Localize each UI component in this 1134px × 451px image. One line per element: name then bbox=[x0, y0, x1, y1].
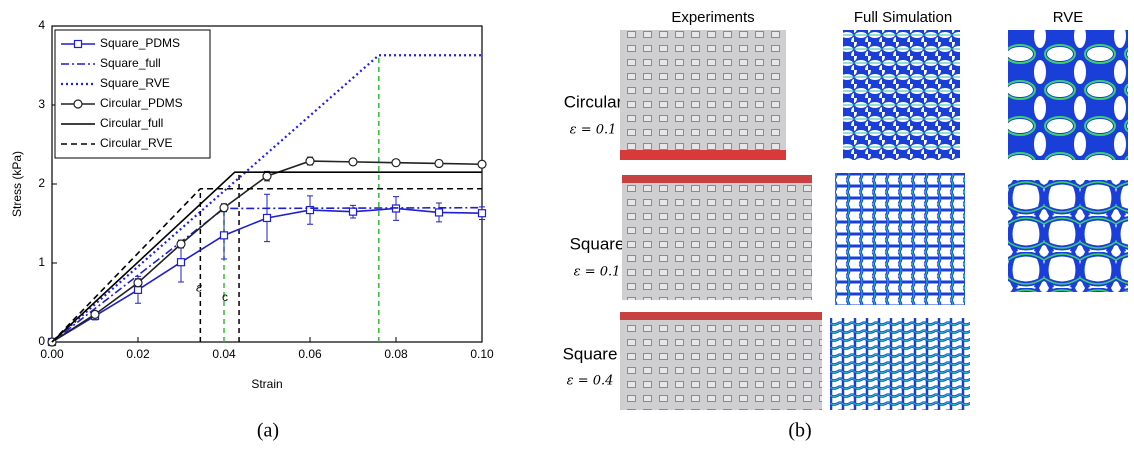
data-marker bbox=[477, 159, 487, 169]
legend-label: Square_PDMS bbox=[100, 36, 180, 50]
series-line bbox=[51, 206, 483, 343]
data-marker bbox=[133, 285, 143, 294]
rve-image bbox=[1008, 30, 1128, 160]
row-strain: ε = 0.1 bbox=[574, 265, 621, 280]
photo-base bbox=[620, 150, 786, 160]
data-marker bbox=[176, 239, 186, 249]
plot: 0.00 0.02 0.04 0.06 0.08 0.10 0 1 2 3 4 Square_PDMS… bbox=[38, 18, 494, 361]
x-tick-label: 0.00 bbox=[40, 347, 64, 361]
x-tick-label: 0.10 bbox=[470, 347, 494, 361]
data-marker bbox=[219, 231, 229, 240]
column-header: Experiments bbox=[671, 9, 754, 26]
legend-label: Square_RVE bbox=[100, 76, 170, 90]
data-marker bbox=[305, 156, 315, 166]
data-marker bbox=[262, 171, 272, 181]
data-marker bbox=[477, 209, 487, 218]
data-marker bbox=[219, 203, 229, 213]
x-tick-label: 0.06 bbox=[298, 347, 322, 361]
annotation: ε bbox=[196, 281, 202, 295]
data-marker bbox=[90, 309, 100, 319]
legend-label: Circular_RVE bbox=[100, 136, 172, 150]
caption: (a) bbox=[257, 420, 279, 442]
y-tick-label: 2 bbox=[38, 176, 45, 190]
experiment-photo bbox=[620, 30, 786, 160]
data-marker bbox=[434, 208, 444, 217]
rve-image bbox=[1008, 180, 1128, 292]
simulation-image bbox=[835, 173, 965, 305]
experiment-photo bbox=[622, 175, 812, 300]
column-header: RVE bbox=[1053, 9, 1084, 26]
y-tick-label: 4 bbox=[38, 18, 45, 32]
data-marker bbox=[348, 157, 358, 167]
y-tick-label: 3 bbox=[38, 97, 45, 111]
column-header: Full Simulation bbox=[854, 9, 952, 26]
legend-label: Circular_full bbox=[100, 116, 163, 130]
photo-base bbox=[622, 175, 812, 183]
data-marker bbox=[434, 158, 444, 169]
panel-b: Experiments Full Simulation RVE Circular… bbox=[563, 9, 1128, 410]
legend-marker bbox=[73, 39, 83, 49]
data-marker bbox=[262, 213, 272, 223]
simulation-image bbox=[843, 30, 960, 160]
x-tick-label: 0.02 bbox=[126, 347, 150, 361]
data-marker bbox=[176, 258, 186, 267]
row-label: Circular bbox=[564, 92, 623, 111]
row-strain: ε = 0.1 bbox=[570, 123, 617, 138]
experiment-photo bbox=[620, 312, 822, 410]
y-axis-title: Stress (kPa) bbox=[10, 151, 24, 217]
x-tick-label: 0.04 bbox=[212, 347, 236, 361]
row-label: Square bbox=[570, 234, 625, 253]
annotation-subscript: c bbox=[222, 290, 228, 304]
y-tick-label: 1 bbox=[38, 255, 45, 269]
photo-base bbox=[620, 312, 822, 320]
series-line bbox=[51, 171, 482, 343]
row-label: Square bbox=[563, 344, 618, 363]
data-marker bbox=[305, 205, 315, 215]
series-line bbox=[51, 187, 482, 343]
row-strain: ε = 0.4 bbox=[567, 374, 614, 389]
data-marker bbox=[391, 158, 401, 168]
data-marker bbox=[133, 278, 143, 288]
simulation-image bbox=[830, 318, 970, 410]
legend-box bbox=[54, 29, 211, 159]
legend-label: Square_full bbox=[100, 56, 161, 70]
y-tick-label: 0 bbox=[38, 334, 45, 348]
x-axis-title: Strain bbox=[251, 377, 282, 391]
data-marker bbox=[348, 207, 358, 216]
legend-marker bbox=[73, 99, 83, 109]
x-tick-label: 0.08 bbox=[384, 347, 408, 361]
legend-label: Circular_PDMS bbox=[100, 96, 183, 110]
caption: (b) bbox=[788, 420, 811, 442]
